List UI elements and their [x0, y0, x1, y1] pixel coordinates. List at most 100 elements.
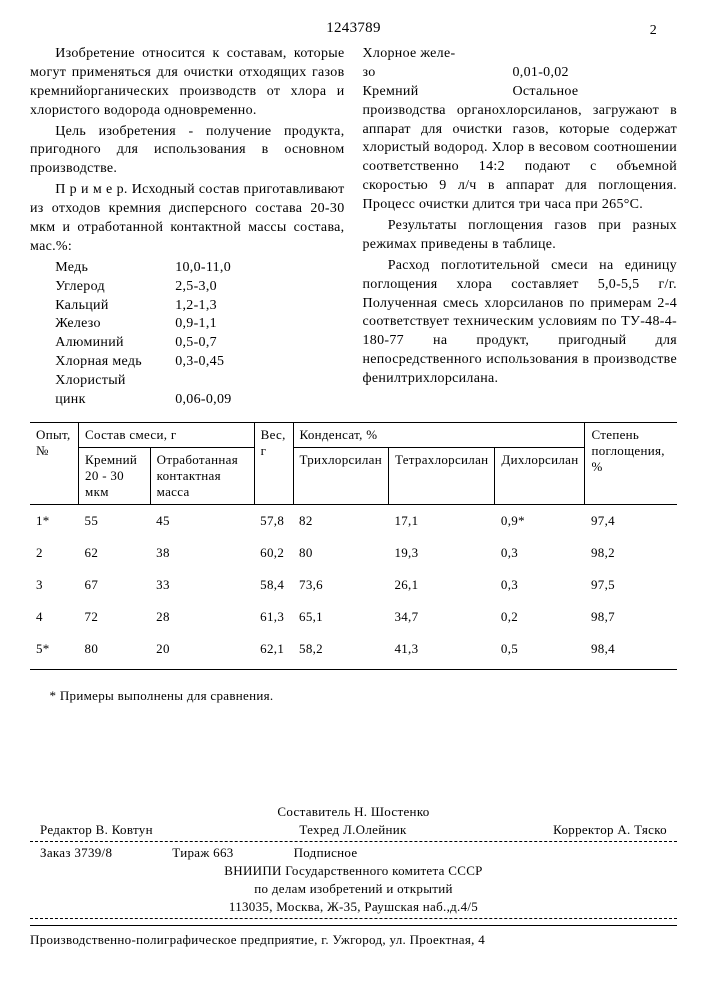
composition-list: Медь10,0-11,0 Углерод2,5-3,0 Кальций1,2-… [55, 259, 344, 410]
td: 55 [79, 504, 151, 537]
comp-val: 0,01-0,02 [483, 64, 569, 83]
th: Степень поглощения, % [585, 422, 677, 504]
right-column: Хлорное желе- зо0,01-0,02 КремнийОстальн… [363, 45, 678, 410]
org: по делам изобретений и открытий [30, 881, 677, 897]
comp-val: 0,3-0,45 [175, 353, 224, 372]
para: Изобретение относится к составам, которы… [30, 45, 345, 121]
para: Расход поглотительной смеси на единицу п… [363, 257, 678, 389]
data-table: Опыт, № Состав смеси, г Вес, г Конденсат… [30, 422, 677, 665]
td: 4 [30, 601, 79, 633]
left-column: Изобретение относится к составам, которы… [30, 45, 345, 410]
td: 58,2 [293, 633, 388, 665]
comp-val: 2,5-3,0 [175, 278, 217, 297]
th: Тетрахлорсилан [388, 447, 494, 504]
th-group: Состав смеси, г [79, 422, 255, 447]
td: 41,3 [388, 633, 494, 665]
td: 80 [293, 537, 388, 569]
td: 62,1 [254, 633, 293, 665]
printer: Производственно-полиграфическое предприя… [30, 932, 677, 948]
td: 28 [150, 601, 254, 633]
td: 98,2 [585, 537, 677, 569]
td: 65,1 [293, 601, 388, 633]
comp-name: зо [363, 64, 483, 83]
th: Трихлорсилан [293, 447, 388, 504]
th: Вес, г [254, 422, 293, 504]
td: 38 [150, 537, 254, 569]
doc-number: 1243789 [30, 20, 677, 37]
order-no: Заказ 3739/8 [40, 845, 112, 861]
corrector: Корректор А. Тяско [553, 822, 667, 838]
td: 80 [79, 633, 151, 665]
td: 20 [150, 633, 254, 665]
td: 26,1 [388, 569, 494, 601]
org: ВНИИПИ Государственного комитета СССР [30, 863, 677, 879]
th: Дихлорсилан [495, 447, 585, 504]
td: 72 [79, 601, 151, 633]
td: 0,9* [495, 504, 585, 537]
comp-val: 0,06-0,09 [175, 391, 231, 410]
td: 98,7 [585, 601, 677, 633]
comp-val: Остальное [483, 83, 579, 102]
td: 0,5 [495, 633, 585, 665]
td: 3 [30, 569, 79, 601]
comp-val: 1,2-1,3 [175, 297, 217, 316]
comp-name: Медь [55, 259, 175, 278]
para: Результаты поглощения газов при разных р… [363, 217, 678, 255]
comp-val: 10,0-11,0 [175, 259, 231, 278]
td: 45 [150, 504, 254, 537]
tech-editor: Техред Л.Олейник [299, 822, 406, 838]
comp-val: 0,5-0,7 [175, 334, 217, 353]
th: Кремний 20 - 30 мкм [79, 447, 151, 504]
td: 1* [30, 504, 79, 537]
para: производства органохлорсиланов, загружаю… [363, 102, 678, 215]
td: 97,5 [585, 569, 677, 601]
td: 98,4 [585, 633, 677, 665]
td: 2 [30, 537, 79, 569]
td: 19,3 [388, 537, 494, 569]
td: 97,4 [585, 504, 677, 537]
table-rule [30, 669, 677, 670]
comp-name: Хлорная медь [55, 353, 175, 372]
compiler: Составитель Н. Шостенко [30, 804, 677, 820]
td: 17,1 [388, 504, 494, 537]
comp-name: Хлористый [55, 372, 175, 391]
td: 0,3 [495, 537, 585, 569]
th: Отработанная контактная масса [150, 447, 254, 504]
comp-name: Алюминий [55, 334, 175, 353]
para: П р и м е р. Исходный состав приготавлив… [30, 181, 345, 257]
td: 33 [150, 569, 254, 601]
th-group: Конденсат, % [293, 422, 585, 447]
solid-separator [30, 925, 677, 926]
para: Цель изобретения - получение продукта, п… [30, 123, 345, 180]
two-column-body: Изобретение относится к составам, которы… [30, 45, 677, 410]
td: 82 [293, 504, 388, 537]
td: 67 [79, 569, 151, 601]
editor: Редактор В. Ковтун [40, 822, 153, 838]
td: 61,3 [254, 601, 293, 633]
comp-name: Кальций [55, 297, 175, 316]
td: 0,2 [495, 601, 585, 633]
tirazh: Тираж 663 [172, 845, 233, 861]
comp-name: Углерод [55, 278, 175, 297]
td: 57,8 [254, 504, 293, 537]
comp-val: 0,9-1,1 [175, 315, 217, 334]
th: Опыт, № [30, 422, 79, 504]
td: 34,7 [388, 601, 494, 633]
dashed-separator [30, 841, 677, 842]
subscription: Подписное [294, 845, 358, 861]
td: 60,2 [254, 537, 293, 569]
td: 62 [79, 537, 151, 569]
address: 113035, Москва, Ж-35, Раушская наб.,д.4/… [30, 899, 677, 915]
comp-name: Железо [55, 315, 175, 334]
comp-name: цинк [55, 391, 175, 410]
page-number: 2 [650, 23, 657, 39]
credits-block: Составитель Н. Шостенко Редактор В. Ковт… [30, 804, 677, 948]
td: 73,6 [293, 569, 388, 601]
td: 58,4 [254, 569, 293, 601]
dashed-separator [30, 918, 677, 919]
td: 0,3 [495, 569, 585, 601]
footnote: * Примеры выполнены для сравнения. [50, 688, 678, 704]
comp-name: Хлорное желе- [363, 45, 483, 64]
td: 5* [30, 633, 79, 665]
comp-name: Кремний [363, 83, 483, 102]
